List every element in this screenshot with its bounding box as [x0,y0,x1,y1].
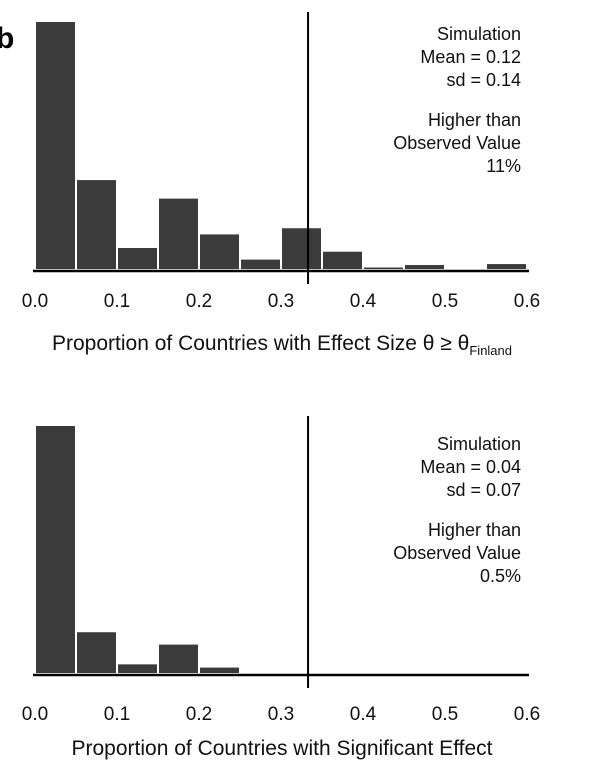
higher-than-observed-annotation: Higher than [428,110,521,130]
histogram-bar [77,180,116,269]
simulation-annotation: sd = 0.14 [446,70,521,90]
x-tick-label: 0.0 [22,291,48,312]
x-tick-label: 0.1 [104,291,130,312]
histogram-bar [200,234,239,269]
histogram-panel-significant-effect: 0.0 0.1 0.2 0.3 0.4 0.5 0.6 Proportion of Count… [22,416,540,760]
simulation-annotation: Simulation [437,24,521,44]
x-tick-label: 0.6 [514,704,540,725]
histogram-bar [282,228,321,269]
histogram-bar [159,198,198,269]
histogram-bar [36,22,75,269]
histogram-bar [36,426,75,673]
histogram-bar [487,264,526,269]
histogram-bar [323,251,362,269]
higher-than-observed-annotation: Observed Value [393,133,521,153]
x-tick-label: 0.5 [432,291,458,312]
x-axis-label: Proportion of Countries with Effect Size… [52,332,512,358]
x-tick-label: 0.4 [350,291,377,312]
histogram-bar [159,644,198,673]
higher-than-observed-annotation: 11% [486,156,521,176]
histogram-bar [118,664,157,673]
histogram-bar [405,265,444,269]
higher-than-observed-annotation: Higher than [428,520,521,540]
simulation-annotation: Simulation [437,434,521,454]
higher-than-observed-annotation: Observed Value [393,543,521,563]
x-tick-label: 0.1 [104,704,130,725]
x-axis-label: Proportion of Countries with Significant… [72,737,493,760]
simulation-annotation: Mean = 0.12 [420,47,521,67]
panel-letter: b [0,22,15,55]
x-tick-label: 0.4 [350,704,377,725]
simulation-annotation: sd = 0.07 [446,480,521,500]
histogram-bar [200,667,239,673]
x-tick-label: 0.3 [268,291,294,312]
histogram-bar [118,248,157,269]
x-tick-label: 0.2 [186,704,212,725]
histogram-bar [364,267,403,269]
histogram-bar [241,259,280,269]
histogram-bar [77,632,116,673]
x-tick-label: 0.2 [186,291,212,312]
x-tick-label: 0.6 [514,291,540,312]
simulation-annotation: Mean = 0.04 [420,457,521,477]
x-tick-label: 0.3 [268,704,294,725]
x-tick-label: 0.0 [22,704,48,725]
x-tick-label: 0.5 [432,704,458,725]
higher-than-observed-annotation: 0.5% [480,566,521,586]
